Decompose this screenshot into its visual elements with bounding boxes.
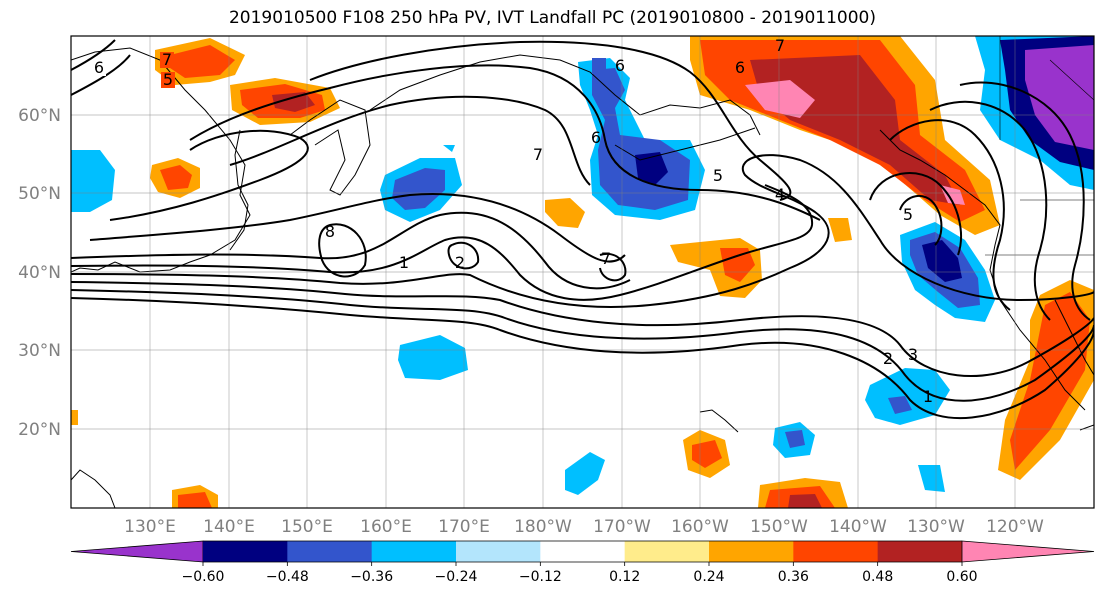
- lon-label: 150°E: [281, 517, 333, 537]
- map-panel: 6 5 7 6 6 7 6 7 5 4 8 2 1 7 5 2 3 1: [71, 36, 1094, 508]
- colorbar-tick-label: 0.24: [693, 569, 724, 585]
- figure-title: 2019010500 F108 250 hPa PV, IVT Landfall…: [228, 8, 876, 28]
- colorbar-tick-label: −0.60: [182, 569, 225, 585]
- colorbar-extend-high: [961, 540, 1095, 563]
- colorbar-swatch: [456, 541, 541, 562]
- contour-label: 5: [163, 70, 173, 89]
- colorbar-swatch: [624, 541, 710, 562]
- colorbar-tick-label: 0.36: [778, 569, 809, 585]
- colorbar-swatch: [793, 541, 879, 562]
- colorbar-tick-label: 0.48: [862, 569, 893, 585]
- colorbar-swatch: [540, 541, 626, 562]
- contour-labels: 6 5 7 6 6 7 6 7 5 4 8 2 1 7 5 2 3 1: [92, 36, 933, 406]
- colorbar-swatch: [877, 541, 963, 562]
- lat-label-40n: 40°N: [18, 263, 61, 283]
- colorbar-swatch: [709, 541, 794, 562]
- map-frame: [70, 35, 1095, 509]
- contour-label: 5: [713, 166, 723, 185]
- lon-label: 160°E: [360, 517, 412, 537]
- contour-label: 7: [775, 36, 785, 55]
- lat-label-50n: 50°N: [18, 184, 61, 204]
- longitude-labels: 130°E 140°E 150°E 160°E 170°E 180°W 170°…: [124, 517, 1044, 537]
- colorbar-swatch: [287, 541, 373, 562]
- colorbar-extend-low: [70, 540, 204, 563]
- lat-label-60n: 60°N: [18, 106, 61, 126]
- colorbar-swatch: [203, 541, 288, 562]
- lon-label: 140°W: [829, 517, 887, 537]
- colorbar-tick-label: 0.60: [946, 569, 977, 585]
- contour-label: 7: [533, 145, 543, 164]
- contour-label: 1: [923, 387, 933, 406]
- colorbar: −0.60 −0.48 −0.36 −0.24 −0.12 0.12 0.24 0.36 0.4…: [70, 540, 1095, 585]
- contour-label: 6: [735, 58, 745, 77]
- contour-label: 2: [455, 253, 465, 272]
- colorbar-frame: [203, 540, 962, 563]
- colorbar-swatch: [371, 541, 457, 562]
- lat-label-30n: 30°N: [18, 341, 61, 361]
- borders: [985, 36, 1094, 256]
- contour-label: 7: [162, 50, 172, 69]
- colorbar-tick-label: −0.24: [435, 569, 478, 585]
- contour-label: 8: [325, 222, 335, 241]
- pv-contours: [71, 39, 1094, 420]
- colorbar-tick-label: −0.12: [519, 569, 562, 585]
- lon-label: 180°W: [514, 517, 572, 537]
- lon-label: 160°W: [671, 517, 729, 537]
- lon-label: 150°W: [750, 517, 808, 537]
- contour-label: 5: [903, 205, 913, 224]
- lon-label: 170°E: [438, 517, 490, 537]
- contour-label: 1: [399, 253, 409, 272]
- contour-label: 3: [908, 345, 918, 364]
- lon-label: 170°W: [593, 517, 651, 537]
- contour-label: 6: [94, 58, 104, 77]
- lat-label-20n: 20°N: [18, 420, 61, 440]
- lon-label: 130°W: [907, 517, 965, 537]
- colorbar-tick-label: −0.48: [266, 569, 309, 585]
- contour-label: 2: [883, 349, 893, 368]
- colorbar-tick-label: 0.12: [609, 569, 640, 585]
- lon-label: 120°W: [986, 517, 1044, 537]
- lon-label: 130°E: [124, 517, 176, 537]
- contour-label: 7: [601, 249, 611, 268]
- latitude-labels: 60°N 50°N 40°N 30°N 20°N: [18, 106, 61, 440]
- lon-label: 140°E: [203, 517, 255, 537]
- contour-label: 4: [775, 185, 785, 204]
- contour-label: 6: [591, 128, 601, 147]
- colorbar-tick-label: −0.36: [350, 569, 393, 585]
- contour-label: 6: [615, 56, 625, 75]
